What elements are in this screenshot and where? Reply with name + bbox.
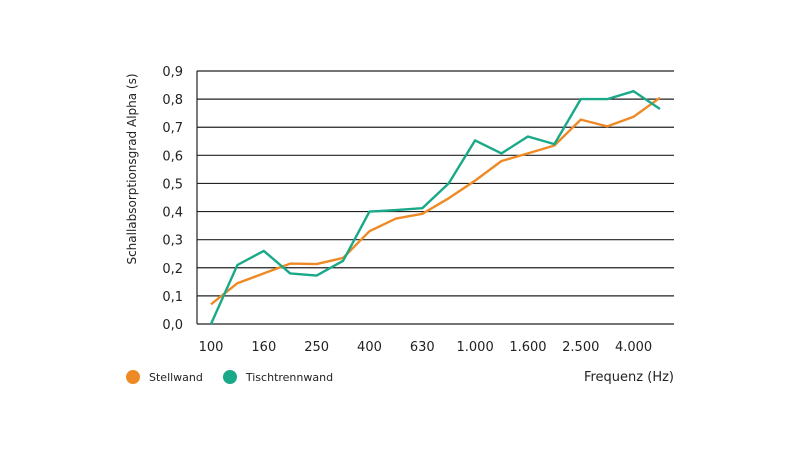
y-tick-label: 0,7 bbox=[162, 121, 183, 136]
y-tick-labels: 0,0 0,1 0,2 0,3 0,4 0,5 0,6 0,7 0,8 0,9 bbox=[162, 65, 183, 333]
legend-swatch-tischtrennwand bbox=[222, 370, 237, 384]
legend: Stellwand Tischtrennwand bbox=[126, 370, 353, 384]
legend-item-tischtrennwand: Tischtrennwand bbox=[222, 370, 334, 384]
y-tick-label: 0,8 bbox=[162, 93, 183, 108]
y-tick-label: 0,9 bbox=[162, 65, 183, 80]
x-tick-label: 100 bbox=[199, 340, 224, 355]
grid-lines bbox=[196, 70, 674, 325]
x-tick-label: 1.600 bbox=[509, 340, 546, 355]
x-tick-label: 400 bbox=[357, 340, 382, 355]
x-tick-label: 630 bbox=[410, 340, 435, 355]
x-tick-label: 2.500 bbox=[562, 340, 599, 355]
legend-label-stellwand: Stellwand bbox=[149, 370, 203, 384]
y-tick-label: 0,4 bbox=[162, 206, 183, 221]
x-tick-label: 160 bbox=[251, 340, 276, 355]
series-lines bbox=[209, 89, 661, 325]
y-tick-label: 0,3 bbox=[162, 234, 183, 249]
x-tick-label: 1.000 bbox=[457, 340, 494, 355]
y-axis-label: Schallabsorptionsgrad Alpha (s) bbox=[125, 73, 139, 264]
y-tick-label: 0,6 bbox=[162, 149, 183, 164]
y-tick-label: 0,5 bbox=[162, 177, 183, 192]
x-axis-label: Frequenz (Hz) bbox=[583, 370, 674, 385]
x-tick-labels: 100 160 250 400 630 1.000 1.600 2.500 4.000 bbox=[199, 340, 653, 355]
y-tick-label: 0,1 bbox=[162, 290, 183, 305]
legend-item-stellwand: Stellwand bbox=[126, 370, 203, 384]
series-line-stellwand bbox=[210, 96, 661, 306]
y-tick-label: 0,0 bbox=[162, 318, 183, 333]
x-tick-label: 250 bbox=[304, 340, 329, 355]
y-tick-label: 0,2 bbox=[162, 262, 183, 277]
legend-swatch-stellwand bbox=[126, 370, 140, 384]
series-line-tischtrennwand bbox=[209, 89, 661, 325]
legend-label-tischtrennwand: Tischtrennwand bbox=[245, 370, 334, 384]
x-tick-label: 4.000 bbox=[615, 340, 652, 355]
